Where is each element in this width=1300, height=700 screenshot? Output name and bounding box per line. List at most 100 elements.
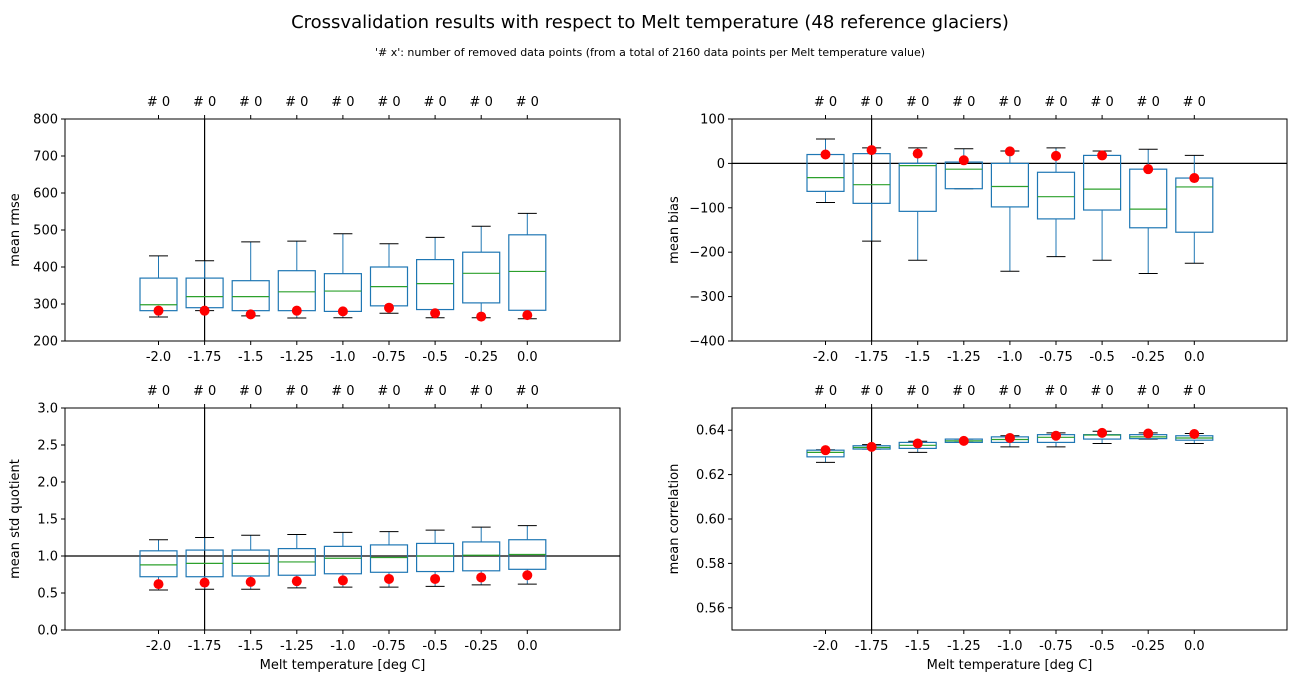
chart-panel-1: 200 300 400 500 600 700 800 mean rmse -2.0 # 0 -1.… <box>8 95 621 365</box>
x-tick-label: 0.0 <box>1184 350 1205 365</box>
y-axis-label: mean std quotient <box>8 459 23 579</box>
x-tick-label: -0.25 <box>464 639 498 654</box>
x-tick-label: -1.75 <box>855 350 889 365</box>
y-tick-label: 500 <box>33 224 58 239</box>
x-tick-label: -0.25 <box>1131 639 1165 654</box>
y-tick-label: 300 <box>33 298 58 313</box>
iqr-box <box>462 251 501 304</box>
y-tick-label: 600 <box>33 187 58 202</box>
box--2.0 <box>806 138 845 203</box>
marker-point <box>866 441 877 452</box>
top-tick-label: # 0 <box>860 95 883 110</box>
box--1.75 <box>185 537 224 590</box>
top-tick-label: # 0 <box>1090 95 1113 110</box>
marker-point <box>384 302 394 313</box>
box--1.25 <box>944 148 983 190</box>
y-tick-label: 0.0 <box>37 624 58 639</box>
top-tick-label: # 0 <box>860 384 883 399</box>
top-tick-label: # 0 <box>470 95 493 110</box>
top-tick-label: # 0 <box>906 384 929 399</box>
top-tick-label: # 0 <box>193 384 216 399</box>
marker-point <box>153 579 164 590</box>
iqr-box <box>1036 171 1076 220</box>
x-tick-label: -0.5 <box>1089 639 1114 654</box>
x-tick-label: -1.75 <box>855 639 889 654</box>
y-tick-label: 200 <box>33 335 58 350</box>
box--2.0 <box>139 539 178 591</box>
figure-subtitle: '# x': number of removed data points (fr… <box>375 46 925 59</box>
x-tick-label: -0.5 <box>1089 350 1114 365</box>
iqr-box <box>990 162 1030 208</box>
top-tick-label: # 0 <box>906 95 929 110</box>
top-tick-label: # 0 <box>423 95 446 110</box>
axes-frame <box>64 407 621 631</box>
marker-point <box>384 573 394 584</box>
x-tick-label: -1.5 <box>905 350 930 365</box>
y-tick-label: 1.5 <box>37 513 58 528</box>
marker-point <box>245 309 256 320</box>
top-tick-label: # 0 <box>285 95 308 110</box>
box--0.25 <box>462 225 501 319</box>
iqr-box <box>277 270 316 312</box>
x-tick-label: -1.0 <box>997 639 1022 654</box>
marker-point <box>522 570 533 581</box>
chart-panel-4: 0.56 0.58 0.60 0.62 0.64 mean correlation -2.0… <box>667 384 1288 673</box>
top-tick-label: # 0 <box>423 384 446 399</box>
y-tick-label: −400 <box>689 335 725 350</box>
x-tick-label: -1.25 <box>280 350 314 365</box>
iqr-box <box>416 542 455 573</box>
top-tick-label: # 0 <box>1044 384 1067 399</box>
top-tick-label: # 0 <box>814 95 837 110</box>
marker-point <box>245 576 256 587</box>
top-tick-label: # 0 <box>814 384 837 399</box>
box-0.0 <box>1175 154 1214 264</box>
top-tick-label: # 0 <box>998 95 1021 110</box>
top-tick-label: # 0 <box>285 384 308 399</box>
y-axis-label: mean correlation <box>667 464 682 575</box>
iqr-box <box>944 161 983 190</box>
box--1.0 <box>323 531 362 588</box>
x-tick-label: -1.5 <box>905 639 930 654</box>
y-tick-label: −300 <box>689 290 725 305</box>
marker-point <box>1004 146 1015 157</box>
y-tick-label: 0 <box>717 157 725 172</box>
chart-panel-3: 0.0 0.5 1.0 1.5 2.0 2.5 3.0 mean std quotient -2… <box>8 384 621 673</box>
x-tick-label: -2.0 <box>146 350 171 365</box>
x-tick-label: -0.75 <box>1039 350 1073 365</box>
box--1.5 <box>231 241 270 317</box>
marker-point <box>337 306 348 317</box>
top-tick-label: # 0 <box>239 95 262 110</box>
figure-title: Crossvalidation results with respect to … <box>291 12 1009 33</box>
marker-point <box>1051 430 1061 441</box>
x-tick-label: -1.0 <box>997 350 1022 365</box>
y-axis-label: mean bias <box>667 196 682 264</box>
top-tick-label: # 0 <box>952 95 975 110</box>
marker-point <box>820 445 831 456</box>
x-tick-label: -1.0 <box>330 350 355 365</box>
x-tick-label: -1.25 <box>947 639 981 654</box>
marker-point <box>958 435 969 446</box>
y-tick-label: 0.56 <box>696 601 725 616</box>
top-tick-label: # 0 <box>239 384 262 399</box>
iqr-box <box>231 280 270 312</box>
top-tick-label: # 0 <box>516 384 539 399</box>
y-tick-label: 3.0 <box>37 402 58 417</box>
x-tick-label: -2.0 <box>813 639 838 654</box>
x-tick-label: -0.5 <box>422 639 447 654</box>
marker-point <box>522 310 533 321</box>
iqr-box <box>323 545 362 575</box>
x-tick-label: -1.5 <box>238 350 263 365</box>
iqr-box <box>1175 177 1214 233</box>
marker-point <box>291 305 302 316</box>
x-axis-label: Melt temperature [deg C] <box>927 658 1093 673</box>
marker-point <box>153 305 164 316</box>
top-tick-label: # 0 <box>1183 95 1206 110</box>
box--1.5 <box>898 147 937 261</box>
chart-panel-2: −400 −300 −200 −100 0 100 mean bias -2.0 # 0 -1.7… <box>667 95 1288 365</box>
iqr-box <box>323 273 362 313</box>
iqr-box <box>462 541 501 572</box>
x-tick-label: -0.5 <box>422 350 447 365</box>
marker-point <box>430 573 441 584</box>
y-tick-label: 800 <box>33 113 58 128</box>
